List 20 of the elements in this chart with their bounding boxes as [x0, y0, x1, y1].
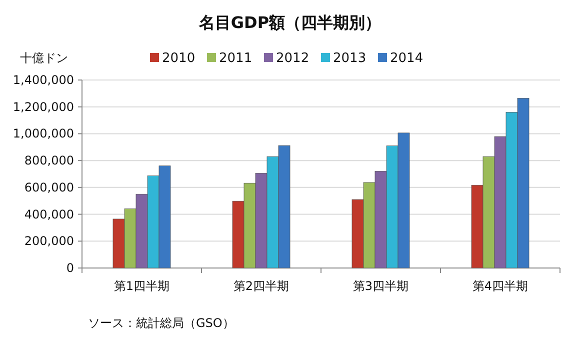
y-tick-label: 800,000	[24, 154, 74, 168]
y-tick-label: 400,000	[24, 207, 74, 222]
x-tick-label: 第1四半期	[114, 279, 170, 293]
x-tick-label: 第4四半期	[472, 279, 528, 293]
y-tick-label: 0	[66, 261, 74, 275]
legend-label: 2010	[162, 51, 196, 66]
x-tick-label: 第2四半期	[233, 279, 290, 293]
y-tick-label: 1,400,000	[12, 73, 74, 87]
chart-title: 名目GDP額（四半期別）	[198, 13, 382, 32]
y-tick-label: 200,000	[24, 234, 74, 248]
legend-label: 2014	[390, 51, 424, 66]
legend-label: 2012	[276, 51, 310, 66]
x-tick-label: 第3四半期	[352, 279, 409, 293]
y-tick-label: 1,200,000	[12, 100, 74, 114]
y-tick-label: 600,000	[24, 180, 74, 194]
legend-label: 2011	[219, 51, 252, 66]
text: ソース：統計総局（GSO）	[88, 316, 234, 330]
y-axis-title: 十億ドン	[20, 51, 68, 65]
y-tick-label: 1,000,000	[12, 126, 74, 141]
legend-label: 2013	[333, 51, 366, 66]
